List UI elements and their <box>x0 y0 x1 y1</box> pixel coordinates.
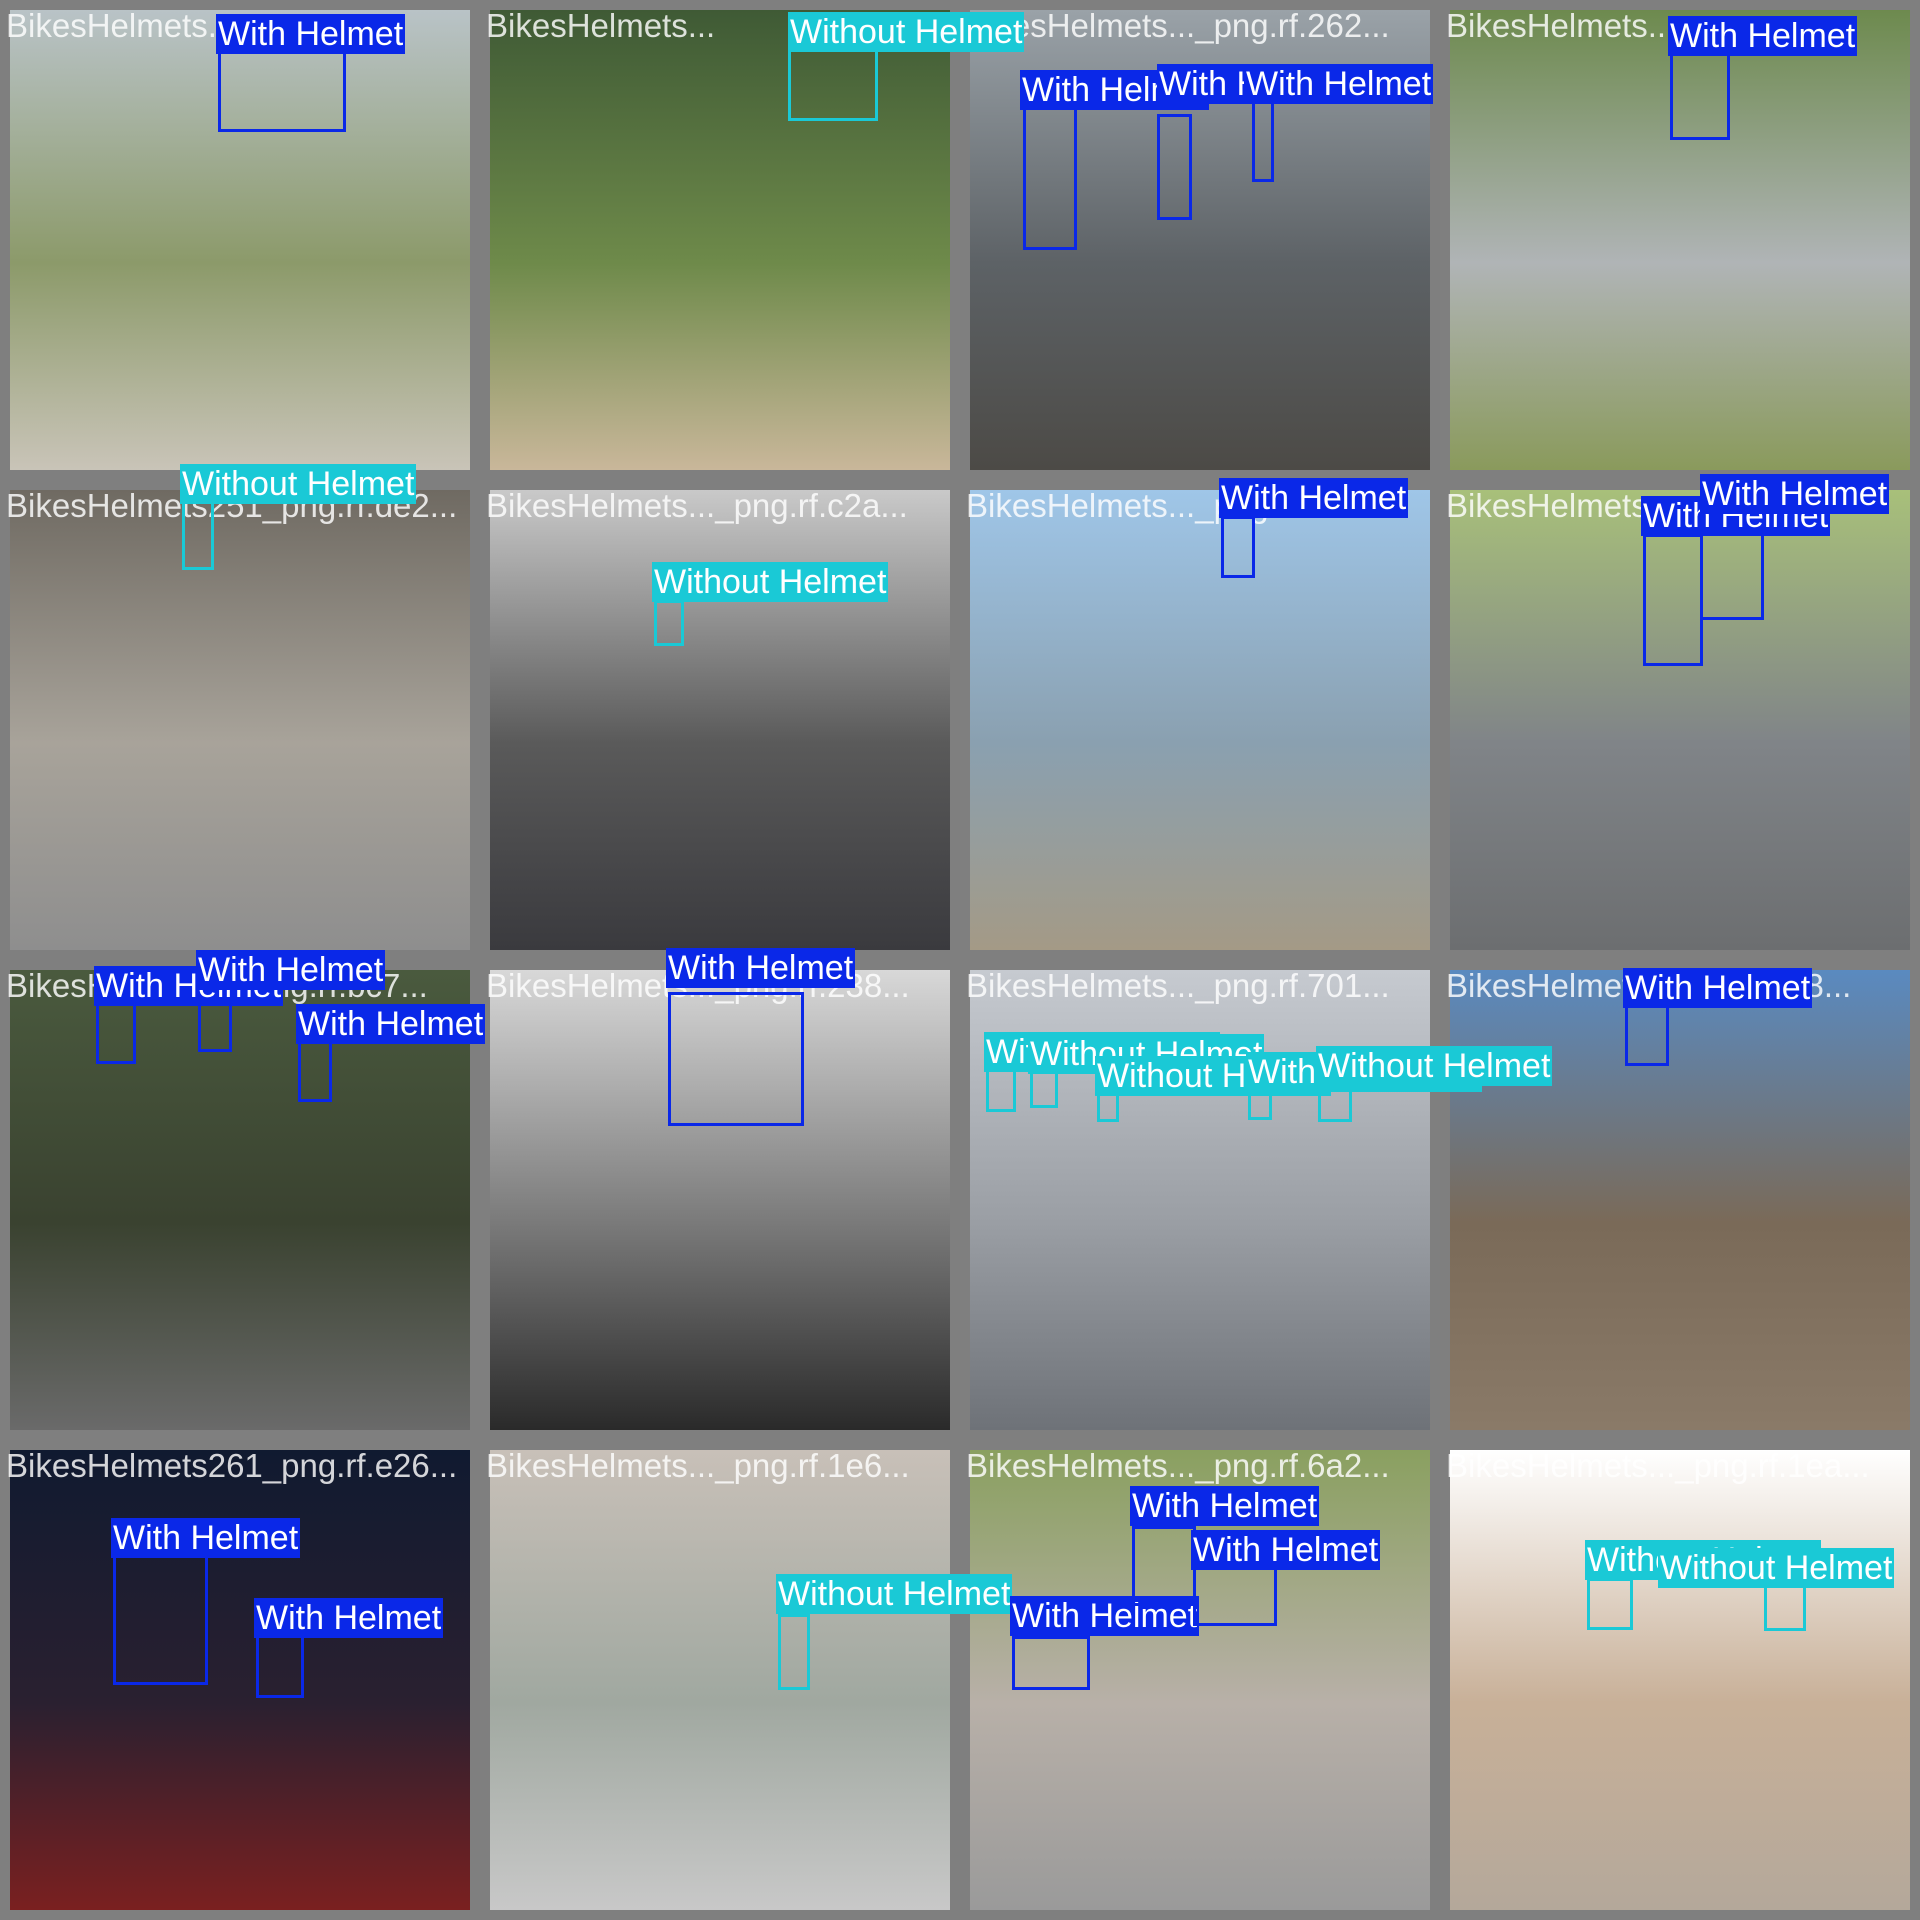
detection-label: With Helmet <box>254 1598 444 1638</box>
mosaic-tile: BikesHelmets..._png.rf.58... <box>1440 960 1920 1440</box>
scene-photo <box>1450 10 1910 470</box>
detection-label: With Helmet <box>1623 968 1813 1008</box>
bounding-box <box>1132 1526 1196 1606</box>
scene-photo <box>1450 490 1910 950</box>
mosaic-tile: BikesHelmets261_png.rf.e26... <box>0 1440 480 1920</box>
detection-label: With Helmet <box>1668 16 1858 56</box>
bounding-box <box>113 1555 208 1685</box>
detection-label: With Helmet <box>1244 64 1434 104</box>
detection-label: With Helmet <box>196 950 386 990</box>
bounding-box <box>1700 530 1764 620</box>
bounding-box <box>1764 1585 1806 1631</box>
bounding-box <box>1252 99 1274 182</box>
scene-photo <box>970 490 1430 950</box>
bounding-box <box>298 1040 332 1102</box>
mosaic-tile: BikesHelmets... <box>1440 480 1920 960</box>
bounding-box <box>1221 516 1255 578</box>
detection-label: Without Helmet <box>180 464 417 504</box>
image-filename: BikesHelmets..._png.rf.1e6... <box>486 1447 910 1484</box>
detection-label: Without Helmet <box>776 1574 1013 1614</box>
scene-photo <box>10 10 470 470</box>
scene-photo <box>970 1450 1430 1910</box>
detection-label: With Helmet <box>111 1518 301 1558</box>
scene-photo <box>490 970 950 1430</box>
bounding-box <box>1023 104 1077 250</box>
image-filename: BikesHelmets..._png.rf.1ea... <box>1446 1447 1870 1484</box>
bounding-box <box>198 1000 232 1052</box>
scene-photo <box>10 970 470 1430</box>
detection-label: With Helmet <box>1219 478 1409 518</box>
detection-label: With Helmet <box>1010 1596 1200 1636</box>
mosaic-tile: BikesHelmets..._png.rf.6a2... <box>960 1440 1440 1920</box>
bounding-box <box>96 1000 136 1064</box>
mosaic-tile: BikesHelmets..._png.rf... <box>960 480 1440 960</box>
bounding-box <box>654 600 684 646</box>
bounding-box <box>1625 1002 1669 1066</box>
bounding-box <box>1012 1636 1090 1690</box>
scene-photo <box>490 10 950 470</box>
mosaic-tile: BikesHelmets..._png.rf.238... <box>480 960 960 1440</box>
mosaic-tile: BikesHelmets... <box>1440 0 1920 480</box>
image-filename: BikesHelmets... <box>486 7 716 44</box>
bounding-box <box>986 1066 1016 1112</box>
scene-photo <box>1450 970 1910 1430</box>
scene-photo <box>490 490 950 950</box>
image-filename: BikesHelmets..._png.rf.c2a... <box>486 487 908 524</box>
image-filename: BikesHelmets... <box>6 7 236 44</box>
detection-label: With Helmet <box>1700 474 1890 514</box>
detection-label: Without Helmet <box>1658 1548 1895 1588</box>
image-filename: BikesHelmets..._png.rf.262... <box>966 7 1390 44</box>
mosaic-tile: BikesHelmets..._png.rf.1e6... <box>480 1440 960 1920</box>
bounding-box <box>1587 1578 1633 1630</box>
mosaic-tile: BikesHelmets..._png.rf.bc7... <box>0 960 480 1440</box>
image-filename: BikesHelmets... <box>1446 487 1676 524</box>
detection-label: With Helmet <box>666 948 856 988</box>
detection-label: Without Helmet <box>788 12 1025 52</box>
image-filename: BikesHelmets..._png.rf.701... <box>966 967 1390 1004</box>
detection-label: With Helmet <box>1130 1486 1320 1526</box>
mosaic-tile: BikesHelmets251_png.rf.de2... <box>0 480 480 960</box>
detection-label: With Helmet <box>1191 1530 1381 1570</box>
bounding-box <box>1030 1068 1058 1108</box>
bounding-box <box>1193 1566 1277 1626</box>
image-filename: BikesHelmets..._png.rf.6a2... <box>966 1447 1390 1484</box>
image-filename: BikesHelmets... <box>1446 7 1676 44</box>
mosaic-tile: BikesHelmets..._png.rf.c2a... <box>480 480 960 960</box>
scene-photo <box>1450 1450 1910 1910</box>
image-filename: BikesHelmets261_png.rf.e26... <box>6 1447 458 1484</box>
detection-label: Without Helmet <box>652 562 889 602</box>
scene-photo <box>490 1450 950 1910</box>
bounding-box <box>778 1614 810 1690</box>
scene-photo <box>10 490 470 950</box>
detection-label: With Helmet <box>296 1004 486 1044</box>
detection-label: Without Helmet <box>1316 1046 1553 1086</box>
detection-label: With Helmet <box>216 14 406 54</box>
mosaic-tile: BikesHelmets... <box>0 0 480 480</box>
bounding-box <box>1157 114 1192 220</box>
bounding-box <box>1318 1080 1352 1122</box>
mosaic-tile: BikesHelmets..._png.rf.1ea... <box>1440 1440 1920 1920</box>
bounding-box <box>668 992 804 1126</box>
bounding-box <box>182 496 214 570</box>
mosaic-tile: BikesHelmets... <box>480 0 960 480</box>
bounding-box <box>1643 534 1703 666</box>
bounding-box <box>256 1632 304 1698</box>
